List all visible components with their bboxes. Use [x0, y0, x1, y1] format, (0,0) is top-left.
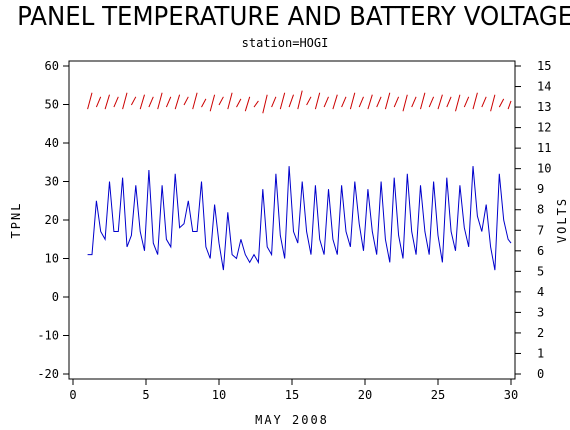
y-right-tick-label: 2	[537, 326, 544, 340]
voltage-series-segment	[130, 96, 137, 106]
voltage-series-segment	[87, 92, 93, 110]
voltage-series-segment	[384, 92, 391, 110]
y-left-tick-label: 0	[52, 290, 59, 304]
y-left-tick-label: 10	[45, 252, 59, 266]
y-left-tick-label: 40	[45, 136, 59, 150]
voltage-series-segment	[446, 96, 452, 108]
voltage-series-segment	[323, 96, 329, 108]
voltage-series-segment	[498, 98, 505, 108]
x-tick-label: 0	[69, 388, 76, 402]
y-left-tick-label: 20	[45, 213, 59, 227]
voltage-series-segment	[139, 94, 145, 110]
voltage-series-segment	[218, 96, 224, 106]
voltage-series-segment	[122, 92, 128, 110]
y-right-tick-label: 8	[537, 203, 544, 217]
y-right-tick-label: 4	[537, 285, 544, 299]
x-axis-title: MAY 2008	[255, 413, 329, 427]
y-right-tick-label: 11	[537, 141, 551, 155]
voltage-series-segment	[236, 98, 242, 108]
temperature-series-line	[87, 166, 512, 271]
y-right-tick-label: 1	[537, 346, 544, 360]
voltage-series-segment	[288, 94, 294, 108]
y-right-tick-label: 15	[537, 59, 551, 73]
voltage-series-segment	[472, 92, 478, 110]
voltage-series-segment	[148, 96, 154, 108]
y-right-tick-label: 9	[537, 182, 544, 196]
voltage-series-segment	[183, 96, 189, 106]
voltage-series-segment	[209, 94, 216, 112]
voltage-series-segment	[463, 96, 470, 108]
voltage-series-segment	[113, 96, 119, 108]
plot-frame	[68, 60, 516, 380]
voltage-series-segment	[332, 94, 338, 110]
voltage-series-segment	[227, 92, 233, 110]
voltage-series-segment	[95, 96, 102, 108]
chart-title: PANEL TEMPERATURE AND BATTERY VOLTAGE	[17, 2, 570, 32]
y-left-tick-label: 30	[45, 175, 59, 189]
voltage-series-segment	[253, 100, 259, 108]
voltage-series-segment	[420, 92, 426, 110]
chart-subtitle: station=HOGI	[241, 36, 329, 50]
x-tick-label: 25	[431, 388, 445, 402]
y-right-tick-label: 13	[537, 100, 551, 114]
voltage-series-segment	[393, 96, 400, 108]
voltage-series-segment	[349, 92, 356, 110]
voltage-series-segment	[165, 96, 172, 108]
series-layer	[87, 90, 512, 271]
x-tick-label: 15	[285, 388, 299, 402]
voltage-series-segment	[428, 96, 435, 108]
voltage-series-segment	[507, 100, 512, 110]
voltage-series-segment	[437, 94, 443, 110]
y-right-tick-label: 3	[537, 305, 544, 319]
y-left-axis-title: TPNL	[9, 202, 23, 239]
y-left-tick-label: -10	[37, 329, 59, 343]
x-tick-label: 20	[358, 388, 372, 402]
voltage-series-segment	[314, 92, 321, 110]
voltage-series-segment	[279, 92, 286, 110]
y-right-tick-label: 5	[537, 264, 544, 278]
y-right-tick-label: 14	[537, 80, 551, 94]
voltage-series-segment	[157, 92, 163, 110]
y-right-tick-label: 7	[537, 223, 544, 237]
voltage-series-segment	[201, 98, 207, 108]
x-tick-label: 30	[504, 388, 518, 402]
voltage-series-segment	[367, 94, 373, 110]
voltage-series-segment	[174, 94, 181, 110]
voltage-series-segment	[271, 96, 277, 108]
y-left-tick-label: -20	[37, 367, 59, 381]
voltage-series-segment	[358, 96, 364, 108]
voltage-series-segment	[306, 96, 312, 106]
x-tick-label: 5	[142, 388, 149, 402]
voltage-series-segment	[297, 90, 303, 110]
voltage-series-segment	[455, 94, 461, 112]
x-axis: 0 5 10 15 20 25 30	[69, 379, 518, 402]
voltage-series-segment	[192, 92, 198, 110]
y-left-tick-label: 50	[45, 98, 59, 112]
voltage-series-segment	[490, 94, 496, 112]
voltage-series-segment	[244, 96, 251, 112]
y-right-tick-label: 6	[537, 244, 544, 258]
voltage-series-segment	[262, 94, 268, 114]
voltage-series-segment	[481, 96, 487, 108]
voltage-series-segment	[104, 94, 110, 110]
y-right-tick-label: 12	[537, 121, 551, 135]
voltage-series-segment	[376, 96, 382, 108]
y-right-tick-label: 0	[537, 367, 544, 381]
voltage-series-segment	[411, 96, 417, 108]
voltage-series-segment	[341, 96, 347, 108]
y-right-tick-label: 10	[537, 162, 551, 176]
y-right-axis-title: VOLTS	[555, 197, 569, 243]
voltage-series-segment	[402, 94, 408, 112]
y-left-axis: -20 -10 0 10 20 30 40 50 60	[37, 59, 69, 381]
x-tick-label: 10	[212, 388, 226, 402]
y-left-tick-label: 60	[45, 59, 59, 73]
